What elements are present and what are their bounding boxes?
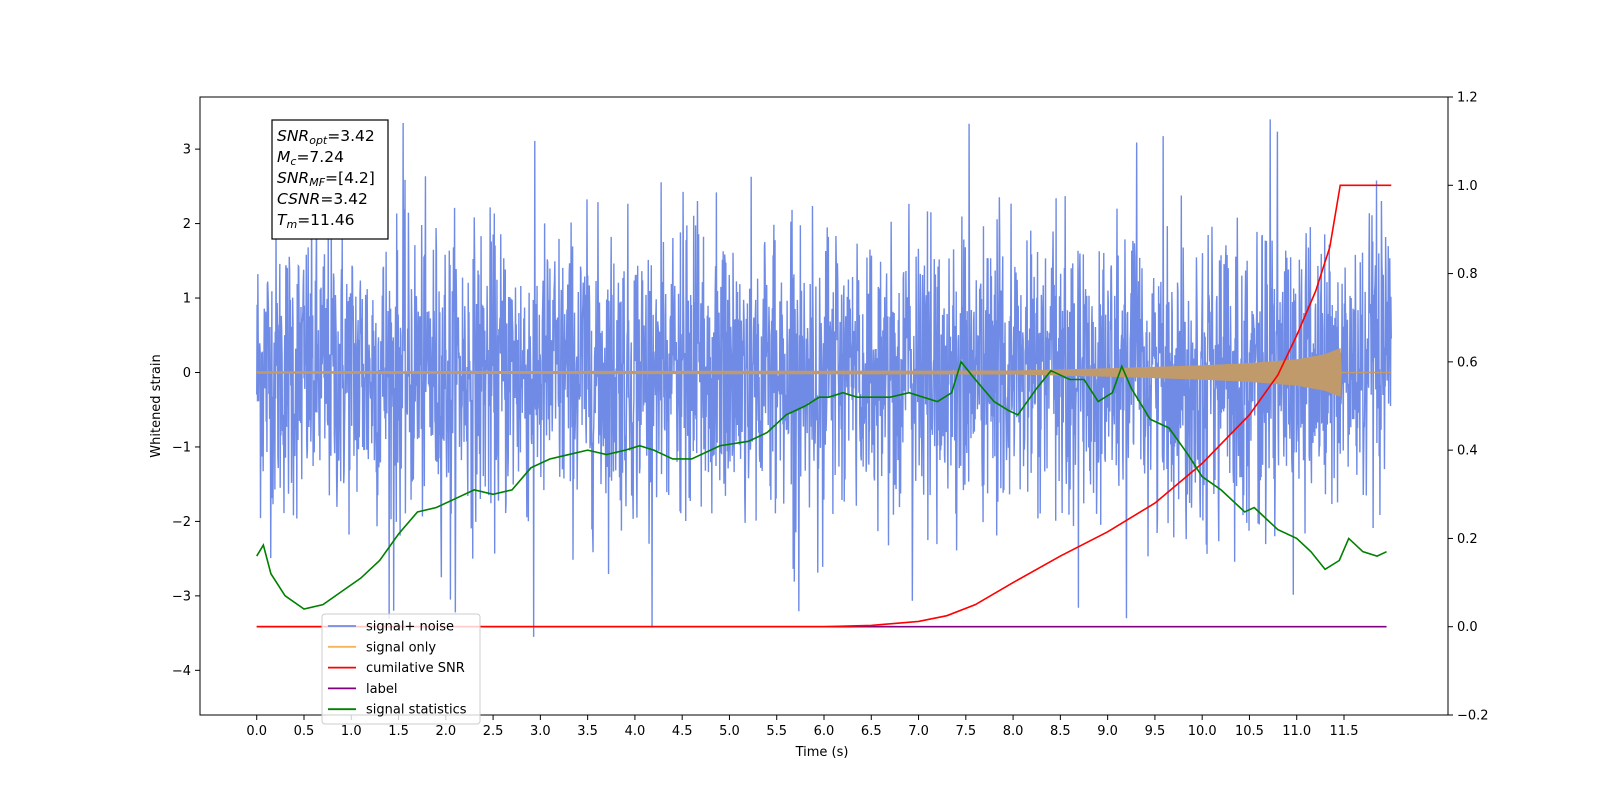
annotation-symbol: SNR: [277, 127, 309, 145]
annotation-value: =3.42: [327, 127, 375, 145]
x-tick-label: 6.5: [861, 724, 882, 739]
legend-items: signal+ noise signal only cumilative SNR la…: [328, 620, 467, 718]
x-tick-label: 5.5: [766, 724, 787, 739]
legend-label: cumilative SNR: [366, 661, 465, 676]
x-axis-label: Time (s): [795, 745, 849, 760]
series-signal-statistics: [256, 360, 1387, 610]
legend-frame: [321, 613, 481, 725]
annotation-box: SNRopt=3.42Mc=7.24SNRMF=[4.2]CSNR=3.42Tm…: [271, 119, 389, 240]
y-axis-label: Whitened strain: [149, 354, 164, 457]
x-tick-label: 1.0: [341, 724, 362, 739]
x-tick-label: 2.5: [483, 724, 504, 739]
x-tick-label: 11.0: [1282, 724, 1311, 739]
x-tick-label: 7.5: [955, 724, 976, 739]
annotation-line: Mc=7.24: [277, 148, 344, 168]
y-left-tick-label: −4: [172, 664, 191, 679]
annotation-subscript: MF: [309, 176, 325, 189]
x-tick-label: 8.0: [1003, 724, 1024, 739]
annotation-symbol: T: [277, 211, 288, 229]
annotation-value: =7.24: [296, 148, 344, 166]
annotation-subscript: c: [290, 155, 296, 168]
annotation-line: Tm=11.46: [277, 211, 355, 231]
y-right-tick-label: 0.0: [1457, 620, 1478, 635]
annotation-subscript: m: [286, 218, 297, 231]
x-tick-label: 7.0: [908, 724, 929, 739]
annotation-line: CSNR=3.42: [277, 190, 368, 208]
y-right-tick-label: 0.2: [1457, 532, 1478, 547]
annotation-line: SNRopt=3.42: [277, 127, 375, 147]
x-tick-label: 3.5: [577, 724, 598, 739]
legend-label: signal+ noise: [366, 620, 454, 635]
annotation-subscript: opt: [309, 134, 328, 147]
legend-label: label: [366, 682, 397, 697]
legend-label: signal only: [366, 640, 436, 655]
annotation-symbol: CSNR: [277, 190, 320, 208]
annotation-value: =[4.2]: [325, 169, 375, 187]
y-left-tick-label: −3: [172, 589, 191, 604]
y-left-tick-label: 0: [183, 366, 191, 381]
x-axis: 0.0 0.5 1.0 1.5 2.0 2.5 3.0 3.5 4.0 4.5 5.0 5.5 6.0 6…: [246, 715, 1358, 739]
annotation-line: SNRMF=[4.2]: [277, 169, 375, 189]
y-right-tick-label: 0.6: [1457, 355, 1478, 370]
y-left-tick-label: −2: [172, 515, 191, 530]
x-tick-label: 4.5: [672, 724, 693, 739]
y-left-tick-label: 3: [183, 143, 191, 158]
annotation-value: =3.42: [320, 190, 368, 208]
annotation-symbol: SNR: [277, 169, 309, 187]
y-right-tick-label: 0.8: [1457, 267, 1478, 282]
series-layer: [256, 119, 1392, 637]
legend-label: signal statistics: [366, 703, 467, 718]
x-tick-label: 2.0: [435, 724, 456, 739]
y-right-tick-label: 1.0: [1457, 179, 1478, 194]
x-tick-label: 0.5: [294, 724, 315, 739]
x-tick-label: 10.0: [1188, 724, 1217, 739]
x-tick-label: 9.0: [1097, 724, 1118, 739]
x-tick-label: 8.5: [1050, 724, 1071, 739]
y-left-tick-label: 2: [183, 217, 191, 232]
x-tick-label: 6.0: [814, 724, 835, 739]
y-left-tick-label: 1: [183, 292, 191, 307]
x-tick-label: 1.5: [388, 724, 409, 739]
y-axis-right: 1.2 1.0 0.8 0.6 0.4 0.2 0.0 −0.2: [1448, 91, 1489, 724]
y-axis-left: 3 2 1 0 −1 −2 −3 −4: [172, 143, 200, 679]
y-left-tick-label: −1: [172, 440, 191, 455]
series-cumulative-snr: [256, 184, 1392, 628]
x-tick-label: 10.5: [1235, 724, 1264, 739]
annotation-value: =11.46: [297, 211, 354, 229]
y-right-tick-label: −0.2: [1457, 709, 1489, 724]
y-right-tick-label: 1.2: [1457, 91, 1478, 106]
x-tick-label: 5.0: [719, 724, 740, 739]
x-tick-label: 0.0: [246, 724, 267, 739]
x-tick-label: 11.5: [1330, 724, 1359, 739]
x-tick-label: 4.0: [625, 724, 646, 739]
x-tick-label: 3.0: [530, 724, 551, 739]
x-tick-label: 9.5: [1145, 724, 1166, 739]
y-right-tick-label: 0.4: [1457, 444, 1478, 459]
annotation-frame: [271, 119, 389, 240]
annotation-symbol: M: [277, 148, 290, 166]
legend: signal+ noise signal only cumilative SNR la…: [321, 613, 481, 725]
annotation-lines: SNRopt=3.42Mc=7.24SNRMF=[4.2]CSNR=3.42Tm…: [277, 127, 375, 231]
series-signal-noise: [256, 119, 1392, 637]
